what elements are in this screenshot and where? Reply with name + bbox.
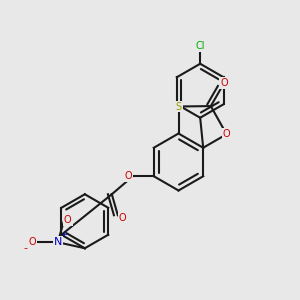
Text: Cl: Cl	[195, 41, 205, 51]
Text: O: O	[28, 237, 36, 247]
Text: O: O	[220, 78, 228, 88]
Text: +: +	[60, 230, 67, 239]
Text: O: O	[118, 213, 126, 223]
Text: O: O	[124, 171, 132, 181]
Text: O: O	[64, 215, 71, 225]
Text: N: N	[54, 237, 62, 247]
Text: -: -	[23, 243, 27, 253]
Text: O: O	[223, 129, 230, 139]
Text: S: S	[176, 101, 182, 112]
